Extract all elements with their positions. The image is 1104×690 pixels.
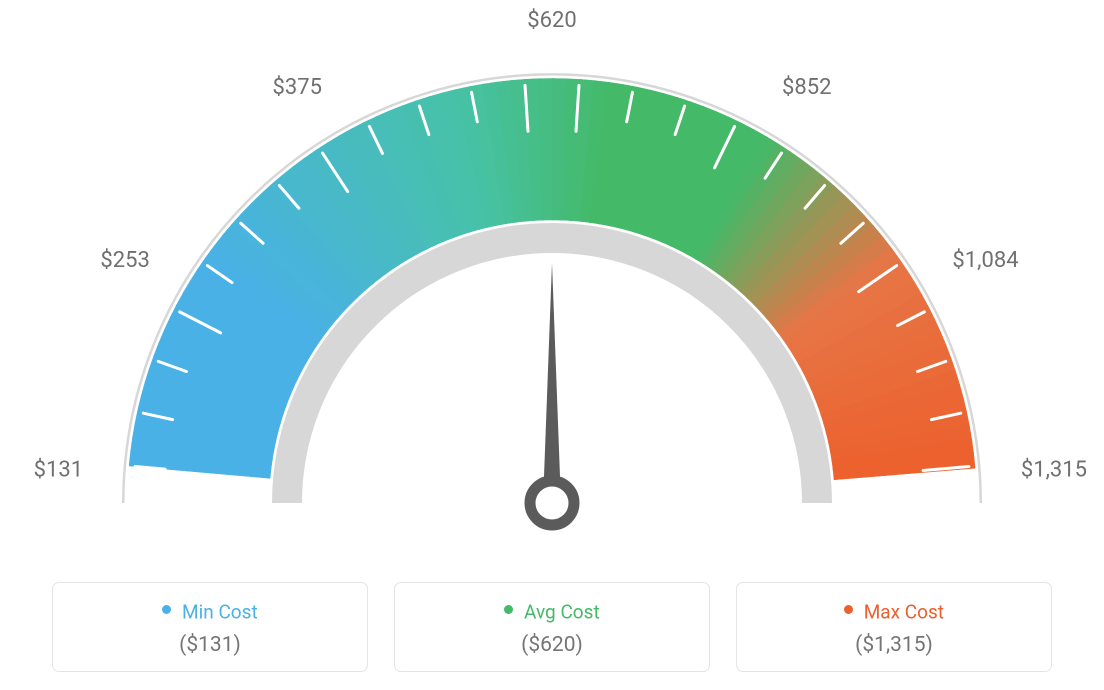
legend-card-min: Min Cost ($131) (52, 582, 368, 672)
legend-value-min: ($131) (63, 633, 357, 657)
scale-label-1: $253 (100, 248, 149, 273)
scale-label-4: $852 (782, 75, 831, 100)
legend-value-avg: ($620) (405, 633, 699, 657)
scale-label-2: $375 (272, 75, 321, 100)
gauge-svg (22, 3, 1082, 563)
legend-value-max: ($1,315) (747, 633, 1041, 657)
legend-dot-max (844, 605, 853, 614)
legend-label-min: Min Cost (182, 600, 258, 623)
gauge-chart: $131 $253 $375 $620 $852 $1,084 $1,315 (0, 0, 1104, 565)
scale-label-0: $131 (34, 457, 83, 482)
legend-label-max: Max Cost (864, 600, 944, 623)
scale-label-3: $620 (527, 8, 576, 33)
legend-dot-min (162, 605, 171, 614)
scale-label-5: $1,084 (952, 248, 1018, 273)
legend-dot-avg (504, 605, 513, 614)
legend-card-max: Max Cost ($1,315) (736, 582, 1052, 672)
scale-label-6: $1,315 (1021, 457, 1087, 482)
legend-row: Min Cost ($131) Avg Cost ($620) Max Cost… (0, 582, 1104, 672)
legend-card-avg: Avg Cost ($620) (394, 582, 710, 672)
legend-label-avg: Avg Cost (524, 600, 600, 623)
